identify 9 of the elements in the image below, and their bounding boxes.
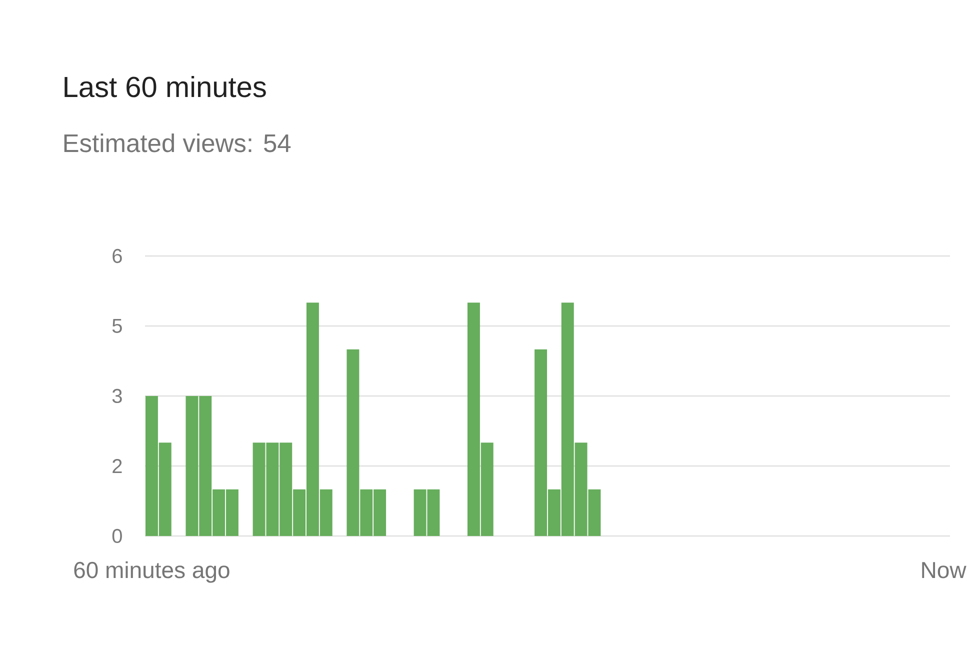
chart-subtitle: Estimated views: 54 — [64, 134, 291, 152]
y-tick-label: 3 — [112, 388, 122, 404]
y-tick-label: 0 — [112, 528, 122, 544]
y-tick-label: 6 — [112, 248, 122, 264]
x-tick-label: 60 minutes ago — [74, 561, 230, 583]
y-tick-label: 2 — [112, 459, 122, 473]
x-tick-label: Now — [922, 562, 966, 578]
y-tick-label: 5 — [112, 319, 122, 333]
chart-title: Last 60 minutes — [64, 76, 266, 98]
